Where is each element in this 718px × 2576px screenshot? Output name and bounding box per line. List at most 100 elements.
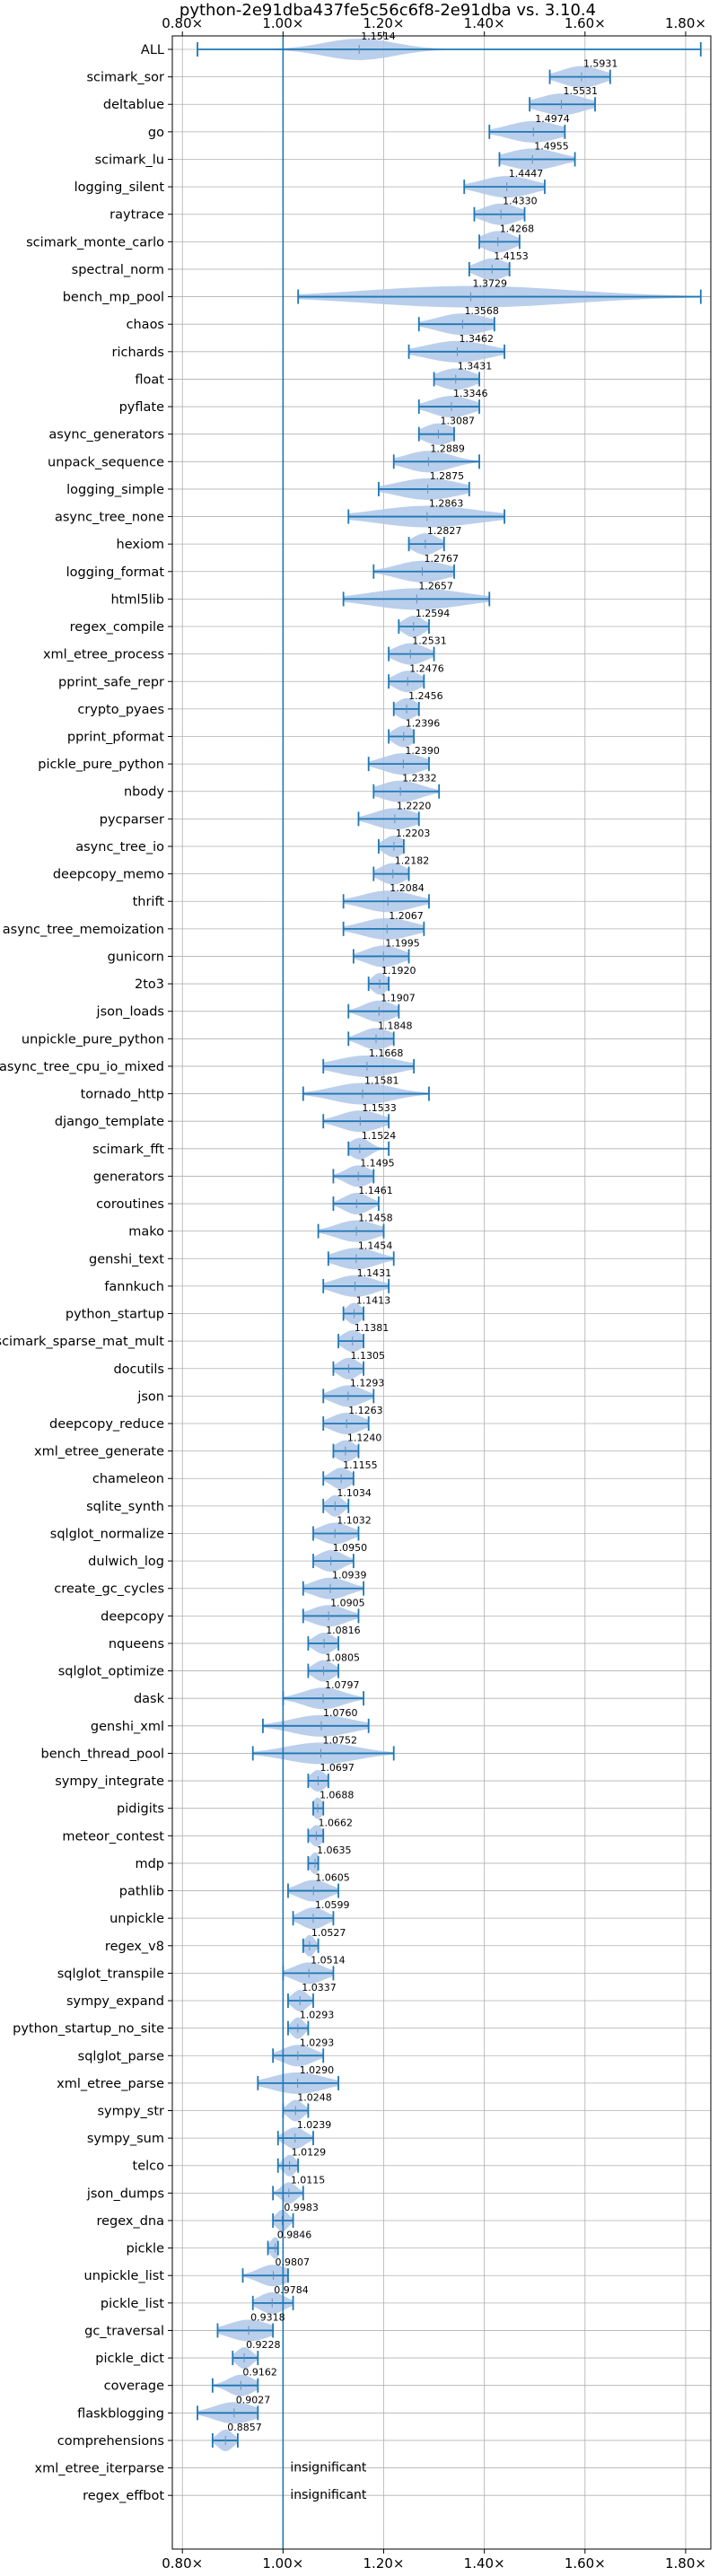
x-tick-label-top: 1.00×	[262, 15, 303, 31]
benchmark-name-label: pyflate	[119, 400, 164, 415]
benchmark-value-label: 1.3462	[459, 333, 494, 345]
benchmark-value-label: 1.1431	[357, 1267, 392, 1279]
benchmark-value-label: 1.0129	[292, 2147, 327, 2159]
benchmark-name-label: ALL	[141, 43, 164, 57]
benchmark-value-label: 1.1668	[369, 1047, 404, 1059]
benchmark-value-label: 1.0514	[311, 1954, 346, 1966]
benchmark-value-label: 1.0293	[300, 2010, 335, 2021]
benchmark-name-label: regex_v8	[105, 1940, 164, 1954]
benchmark-value-label: 1.0752	[323, 1734, 358, 1746]
benchmark-name-label: chameleon	[92, 1472, 164, 1486]
benchmark-value-label: 1.4153	[494, 250, 529, 262]
benchmark-name-label: json_dumps	[86, 2186, 164, 2201]
violin-marks	[197, 36, 702, 2549]
benchmark-value-label: 1.2875	[430, 470, 465, 482]
benchmark-name-label: sympy_integrate	[55, 1774, 164, 1789]
benchmark-value-label: 1.1458	[358, 1213, 393, 1224]
benchmark-value-label: 1.2594	[416, 608, 451, 619]
benchmark-value-label: 1.1413	[356, 1295, 391, 1307]
benchmark-name-label: xml_etree_iterparse	[35, 2462, 165, 2476]
benchmark-name-label: sqlite_synth	[86, 1500, 164, 1514]
benchmark-value-label: 1.4955	[534, 140, 569, 152]
benchmark-value-label: 1.1032	[337, 1514, 372, 1526]
benchmark-value-label: 1.2657	[418, 580, 453, 591]
benchmark-name-label: richards	[111, 346, 164, 360]
benchmark-name-label: sqlglot_normalize	[50, 1527, 164, 1541]
benchmark-value-label: 1.0115	[291, 2174, 326, 2186]
benchmark-value-label: 1.3568	[464, 305, 499, 317]
benchmark-value-label: 1.0527	[311, 1927, 346, 1939]
benchmark-name-label: fannkuch	[104, 1280, 164, 1294]
x-tick-label-bottom: 1.80×	[665, 2555, 706, 2572]
benchmark-value-label: 1.2067	[389, 910, 424, 922]
benchmark-name-label: async_generators	[48, 428, 164, 442]
benchmark-name-label: async_tree_cpu_io_mixed	[0, 1060, 164, 1074]
benchmark-value-label: 1.2827	[427, 525, 461, 537]
benchmark-value-label: 1.1848	[378, 1020, 413, 1031]
benchmark-name-label: dask	[134, 1692, 165, 1706]
benchmark-name-label: sqlglot_transpile	[57, 1967, 164, 1981]
benchmark-name-label: xml_etree_process	[43, 648, 164, 662]
benchmark-name-label: thrift	[133, 895, 165, 909]
benchmark-name-label: scimark_sparse_mat_mult	[0, 1335, 164, 1349]
benchmark-value-label: 0.9318	[250, 2311, 285, 2323]
plot-frame	[171, 35, 712, 2550]
benchmark-name-label: json_loads	[96, 1005, 164, 1020]
benchmark-value-label: 1.2203	[396, 828, 431, 839]
grid-lines	[172, 36, 711, 2549]
benchmark-value-label: 0.9162	[242, 2367, 277, 2379]
benchmark-value-label: 1.3346	[453, 388, 488, 399]
benchmark-name-label: sqlglot_parse	[78, 2049, 164, 2063]
benchmark-name-label: pickle_pure_python	[38, 758, 164, 772]
benchmark-name-label: dulwich_log	[88, 1555, 164, 1569]
x-tick-label-bottom: 1.20×	[363, 2555, 405, 2572]
benchmark-name-label: xml_etree_parse	[57, 2077, 164, 2091]
benchmark-value-label: 1.0599	[315, 1899, 350, 1911]
benchmark-value-label: 1.2531	[412, 635, 447, 647]
benchmark-name-label: regex_effbot	[83, 2489, 164, 2503]
benchmark-name-label: gunicorn	[108, 950, 164, 964]
benchmark-name-label: mako	[128, 1225, 164, 1240]
benchmark-value-label: 1.1920	[381, 965, 416, 977]
benchmark-name-label: crypto_pyaes	[77, 703, 164, 717]
benchmark-value-label: 1.0816	[326, 1625, 361, 1636]
benchmark-value-label: 1.0939	[332, 1570, 367, 1582]
benchmark-name-label: go	[148, 126, 164, 140]
benchmark-name-label: gc_traversal	[84, 2324, 164, 2338]
benchmark-value-label: 1.1495	[360, 1157, 395, 1169]
benchmark-name-label: float	[135, 372, 164, 387]
benchmark-value-label: 1.3729	[472, 278, 507, 290]
benchmark-name-label: json	[136, 1389, 164, 1404]
benchmark-value-label: 1.4330	[503, 196, 538, 207]
benchmark-value-label: 1.0248	[297, 2092, 332, 2104]
benchmark-name-label: unpickle_list	[84, 2269, 165, 2283]
benchmark-value-label: 1.1524	[362, 1130, 397, 1142]
benchmark-name-label: chaos	[127, 318, 164, 332]
benchmark-value-label: 1.4974	[535, 113, 570, 125]
benchmark-name-label: unpickle	[109, 1912, 164, 1926]
benchmark-name-label: unpickle_pure_python	[22, 1032, 164, 1047]
benchmark-value-label: 1.2084	[390, 882, 425, 894]
benchmark-name-label: python_startup	[66, 1308, 164, 1322]
benchmark-value-label: 0.9027	[236, 2394, 271, 2405]
benchmark-name-label: pprint_safe_repr	[58, 675, 164, 689]
chart-title: python-2e91dba437fe5c56c6f8-2e91dba vs. …	[180, 1, 596, 20]
benchmark-name-label: coverage	[104, 2379, 164, 2394]
benchmark-name-label: django_template	[55, 1115, 164, 1129]
benchmark-value-label: 0.8857	[227, 2422, 262, 2433]
benchmark-name-label: bench_mp_pool	[63, 291, 164, 305]
benchmark-value-label: 1.2476	[409, 662, 444, 674]
benchmark-value-label: 1.2767	[425, 553, 460, 565]
benchmark-name-label: pickle_list	[101, 2297, 164, 2311]
x-tick-label-top: 0.80×	[162, 15, 203, 31]
benchmark-name-label: pickle_dict	[95, 2352, 164, 2366]
benchmark-value-label: 1.4447	[509, 168, 544, 180]
x-tick-label-top: 1.60×	[565, 15, 606, 31]
benchmark-name-label: pycparser	[100, 812, 164, 827]
benchmark-value-label: 1.1461	[358, 1185, 393, 1196]
benchmark-name-label: sympy_sum	[87, 2132, 164, 2146]
benchmark-name-label: html5lib	[110, 592, 164, 607]
x-tick-label-top: 1.20×	[363, 15, 405, 31]
benchmark-value-label: 1.2332	[402, 773, 437, 784]
benchmark-name-label: pickle	[126, 2242, 164, 2256]
